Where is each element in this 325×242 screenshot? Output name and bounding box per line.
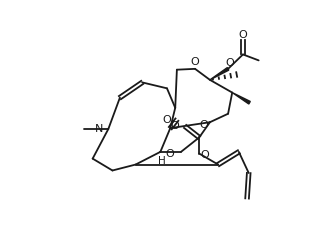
Text: N: N <box>95 124 103 134</box>
Polygon shape <box>210 68 229 80</box>
Text: O: O <box>201 150 209 160</box>
Polygon shape <box>232 92 250 104</box>
Text: O: O <box>225 58 234 68</box>
Text: O: O <box>162 115 171 125</box>
Text: O: O <box>171 121 179 131</box>
Text: O: O <box>239 30 247 40</box>
Text: O: O <box>166 149 175 159</box>
Text: O: O <box>191 57 200 67</box>
Text: H: H <box>158 156 166 166</box>
Text: O: O <box>200 120 208 130</box>
